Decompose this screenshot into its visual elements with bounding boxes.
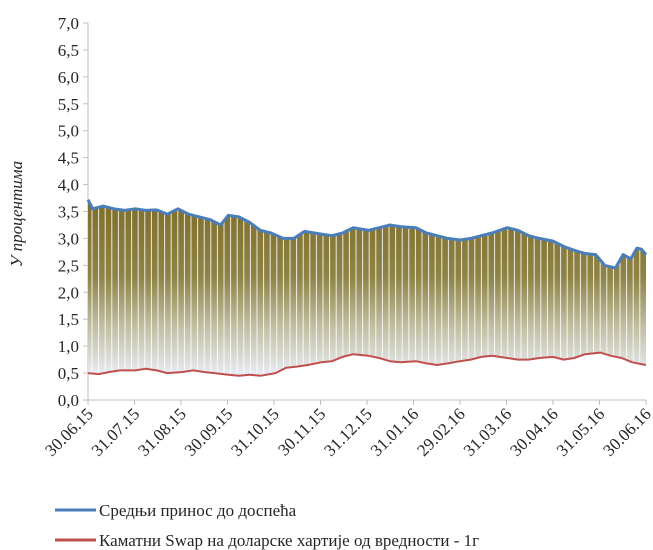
x-tick-label: 30.06.15	[41, 404, 97, 460]
legend-label-swap-rate: Каматни Swap на доларске хартије од вред…	[99, 531, 479, 550]
y-tick-label: 0,5	[58, 364, 79, 383]
x-tick-label: 31.12.15	[320, 404, 376, 460]
y-tick-label: 0,0	[58, 391, 79, 410]
y-axis: 0,0 0,5 1,0 1,5 2,0 2,5 3,0 3,5 4,0 4,5 5,0 5,5 6,0 6…	[58, 14, 89, 410]
legend-item-average-yield: Средњи принос до доспећа	[55, 501, 297, 520]
y-tick-label: 4,0	[58, 176, 79, 195]
y-tick-label: 2,5	[58, 256, 79, 275]
y-tick-label: 2,0	[58, 283, 79, 302]
y-tick-label: 5,5	[58, 95, 79, 114]
y-tick-label: 3,0	[58, 229, 79, 248]
legend-label-average-yield: Средњи принос до доспећа	[99, 501, 297, 520]
series-line-swap-rate	[87, 351, 647, 377]
plot-area	[86, 199, 648, 377]
x-tick-label: 31.01.16	[367, 404, 423, 460]
legend-item-swap-rate: Каматни Swap на доларске хартије од вред…	[55, 531, 479, 550]
y-tick-label: 6,0	[58, 68, 79, 87]
x-tick-label: 31.08.15	[134, 404, 190, 460]
x-axis: 30.06.1531.07.1531.08.1530.09.1531.10.15…	[41, 399, 653, 460]
x-tick-label: 31.05.16	[553, 404, 609, 460]
x-tick-label: 30.06.16	[599, 404, 653, 460]
y-tick-label: 6,5	[58, 41, 79, 60]
y-axis-title: У процентима	[7, 161, 26, 267]
y-tick-label: 1,0	[58, 337, 79, 356]
x-tick-label: 31.07.15	[88, 404, 144, 460]
x-tick-label: 29.02.16	[413, 404, 469, 460]
y-tick-label: 3,5	[58, 203, 79, 222]
series-line-average-yield	[86, 199, 648, 270]
y-tick-label: 7,0	[58, 14, 79, 33]
y-tick-label: 5,0	[58, 122, 79, 141]
x-tick-group: 30.06.1531.07.1531.08.1530.09.1531.10.15…	[41, 400, 653, 460]
band-stripes	[91, 207, 641, 375]
x-tick-label: 31.03.16	[460, 404, 516, 460]
x-tick-label: 31.10.15	[227, 404, 283, 460]
x-tick-label: 30.09.15	[181, 404, 237, 460]
y-tick-label: 4,5	[58, 149, 79, 168]
yield-spread-band	[88, 199, 646, 376]
x-tick-label: 30.04.16	[506, 404, 562, 460]
y-tick-group: 0,0 0,5 1,0 1,5 2,0 2,5 3,0 3,5 4,0 4,5 5,0 5,5 6,0 6…	[58, 14, 88, 410]
y-tick-label: 1,5	[58, 310, 79, 329]
x-tick-label: 30.11.15	[274, 404, 329, 459]
legend: Средњи принос до доспећа Каматни Swap на…	[55, 501, 479, 550]
